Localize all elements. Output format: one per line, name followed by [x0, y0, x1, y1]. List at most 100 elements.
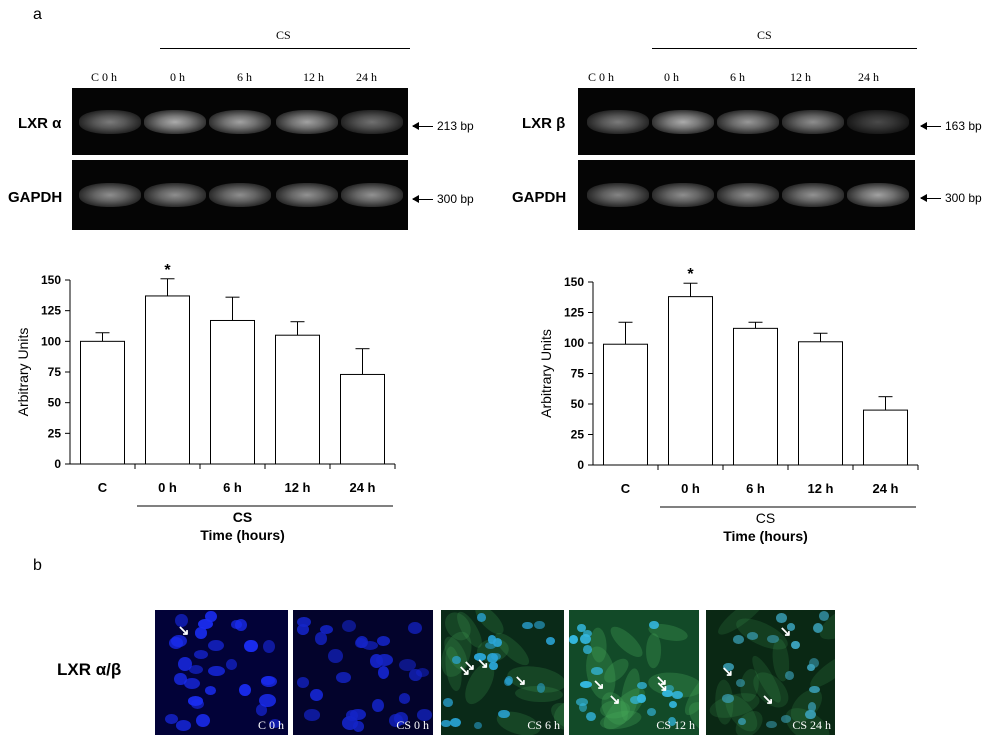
- nucleus: [488, 661, 498, 671]
- panel-letter-b: b: [33, 557, 42, 574]
- nucleus: [818, 610, 830, 621]
- nucleus: [590, 667, 603, 675]
- gel-right-lane-label: 12 h: [790, 70, 811, 84]
- x-tick-label: C: [621, 481, 631, 496]
- nucleus: [648, 620, 659, 630]
- bar: [145, 295, 190, 465]
- nucleus: [342, 619, 357, 632]
- y-tick-label: 0: [54, 457, 61, 471]
- microscopy-row-label: LXR α/β: [57, 660, 122, 679]
- y-tick-label: 75: [571, 367, 585, 381]
- x-axis-label: Time (hours): [723, 528, 808, 544]
- nucleus: [195, 714, 210, 727]
- nucleus: [732, 635, 745, 644]
- nucleus: [174, 672, 187, 686]
- microscopy-panel: ↘ ↘ ↘ ↘ CS 12 h: [569, 610, 699, 735]
- nucleus: [304, 709, 321, 721]
- nucleus: [255, 704, 267, 717]
- nucleus: [376, 653, 394, 666]
- gel-right-lxr-beta-image: [578, 88, 915, 155]
- nucleus: [408, 621, 422, 634]
- gel-right-row1-label: LXR β: [522, 115, 566, 132]
- y-tick-label: 150: [41, 273, 61, 287]
- bar: [668, 296, 713, 466]
- nucleus: [576, 623, 586, 633]
- bar: [798, 341, 843, 466]
- gel-left-lane-label: 24 h: [356, 70, 377, 84]
- nucleus: [389, 713, 403, 728]
- gel-left-row1-label: LXR α: [18, 115, 62, 132]
- gel-band: [587, 109, 649, 134]
- nucleus: [746, 631, 759, 640]
- nucleus: [452, 656, 461, 665]
- gel-band: [79, 109, 141, 134]
- arrow-down-right-icon: ↘: [656, 678, 668, 695]
- nucleus: [807, 663, 816, 672]
- gel-band: [341, 109, 403, 134]
- nucleus: [474, 653, 487, 661]
- x-tick-label: 0 h: [158, 480, 177, 495]
- gel-right-row2-bp: 300 bp: [945, 191, 982, 205]
- nucleus: [398, 693, 411, 705]
- gel-right-row1-bp: 163 bp: [945, 119, 982, 133]
- gel-left-row2-label: GAPDH: [8, 189, 63, 206]
- gel-band: [341, 183, 403, 207]
- gel-band: [276, 109, 338, 134]
- nucleus: [665, 684, 674, 693]
- gel-band: [717, 109, 779, 134]
- gel-left-lxr-alpha-image: [72, 88, 408, 155]
- arrow-down-right-icon: ↘: [721, 663, 734, 680]
- nucleus: [637, 681, 647, 690]
- bar: [80, 340, 125, 465]
- nucleus: [205, 610, 217, 623]
- nucleus: [296, 616, 311, 628]
- gel-left-lane-label: 6 h: [237, 70, 252, 84]
- nucleus: [171, 635, 187, 648]
- nucleus: [194, 627, 208, 639]
- nucleus: [785, 670, 795, 680]
- nucleus: [586, 711, 597, 721]
- gel-left-lane-label: 0 h: [170, 70, 185, 84]
- x-tick-label: 6 h: [223, 480, 242, 495]
- nucleus: [183, 677, 200, 689]
- gel-band: [587, 183, 649, 207]
- y-tick-label: 50: [48, 396, 62, 410]
- nucleus: [225, 659, 237, 671]
- y-tick-label: 50: [571, 397, 585, 411]
- y-tick-label: 150: [564, 275, 584, 289]
- gel-band: [144, 183, 206, 207]
- nucleus: [314, 632, 327, 645]
- bar: [603, 343, 648, 466]
- y-tick-label: 0: [577, 458, 584, 472]
- arrow-down-right-icon: ↘: [177, 622, 190, 639]
- bar: [340, 373, 385, 465]
- nucleus: [175, 720, 191, 731]
- gel-right-gapdh-image: [578, 160, 915, 230]
- nucleus: [498, 709, 510, 719]
- y-tick-label: 100: [41, 334, 61, 348]
- bar: [275, 334, 320, 465]
- x-tick-label: 6 h: [746, 481, 765, 496]
- nucleus: [805, 709, 816, 720]
- nucleus: [790, 640, 800, 650]
- nucleus: [442, 698, 453, 707]
- nucleus: [164, 713, 178, 725]
- y-tick-label: 100: [564, 336, 584, 350]
- nucleus: [208, 665, 225, 677]
- arrow-left-icon: [412, 195, 433, 203]
- nucleus: [244, 639, 258, 653]
- nucleus: [662, 689, 673, 698]
- nucleus: [723, 663, 734, 672]
- nucleus: [473, 721, 482, 730]
- nucleus: [352, 720, 365, 732]
- nucleus: [580, 681, 593, 689]
- y-tick-label: 25: [48, 426, 62, 440]
- nucleus: [208, 639, 225, 651]
- arrow-down-right-icon: ↘: [779, 622, 792, 639]
- gel-band: [782, 183, 844, 207]
- y-tick-label: 125: [41, 304, 61, 318]
- nucleus: [487, 635, 496, 644]
- nucleus: [239, 683, 252, 697]
- arrow-down-right-icon: ↘: [592, 675, 605, 692]
- microscopy-caption: CS 24 h: [792, 718, 831, 732]
